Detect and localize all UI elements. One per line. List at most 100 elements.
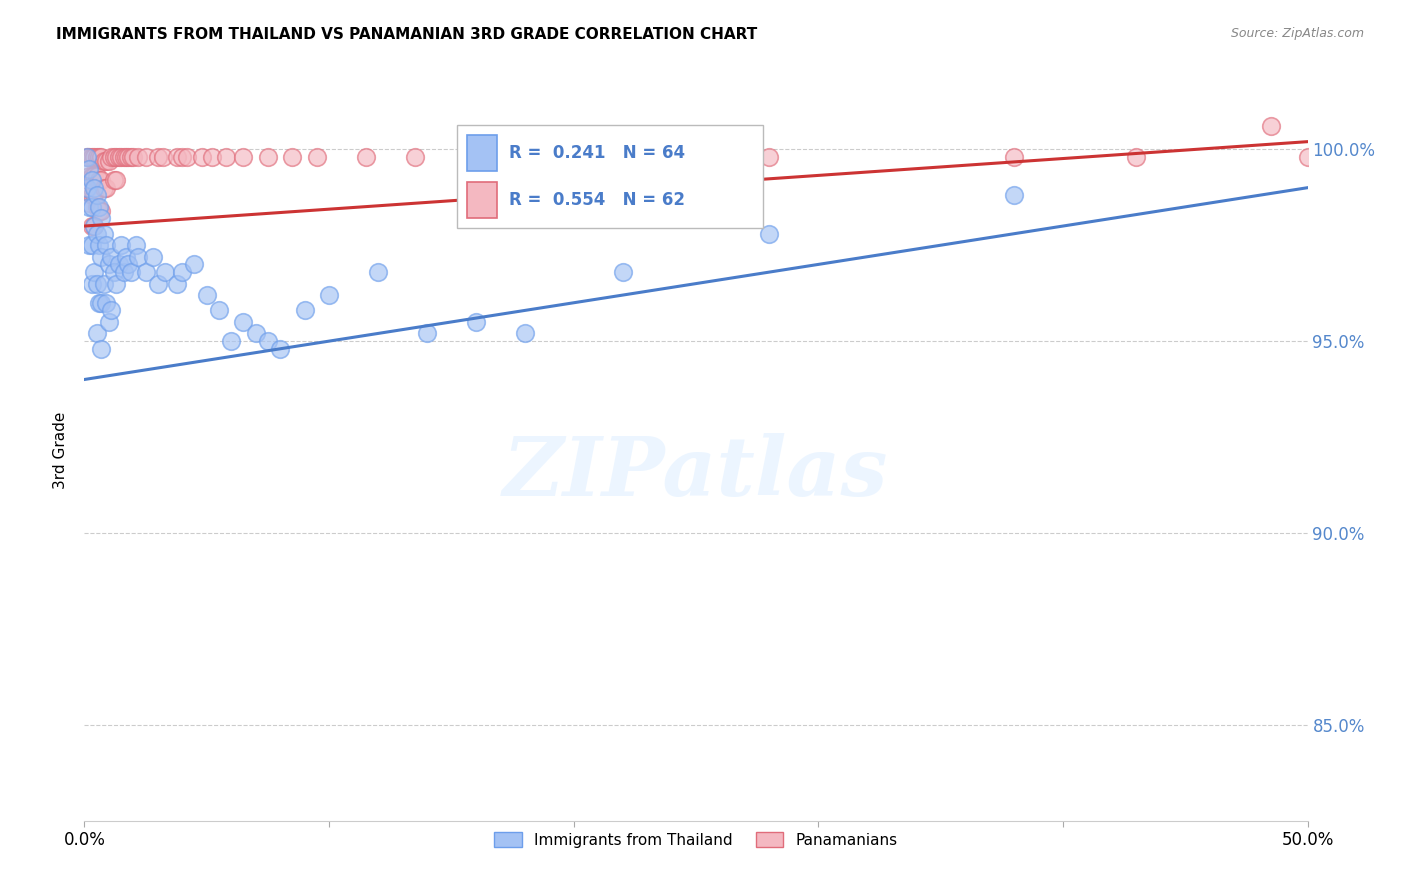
Point — [367, 265, 389, 279]
Point — [86, 227, 108, 241]
Point — [120, 150, 142, 164]
Point — [305, 150, 328, 164]
Point — [1260, 120, 1282, 134]
Point — [142, 250, 165, 264]
Point — [257, 334, 280, 348]
Point — [477, 150, 499, 164]
Point — [105, 150, 128, 164]
Point — [93, 153, 115, 168]
Point — [200, 150, 222, 164]
Point — [80, 150, 103, 164]
Point — [90, 173, 112, 187]
Point — [100, 250, 122, 264]
Point — [80, 238, 103, 252]
Point — [100, 303, 122, 318]
Point — [77, 169, 100, 184]
Point — [90, 150, 112, 164]
Point — [152, 150, 174, 164]
Point — [103, 150, 125, 164]
Point — [115, 150, 138, 164]
Point — [117, 150, 139, 164]
Point — [269, 342, 291, 356]
Point — [87, 295, 110, 310]
Point — [76, 173, 98, 187]
Point — [120, 265, 142, 279]
Point — [135, 265, 157, 279]
Point — [77, 161, 100, 176]
Point — [232, 315, 254, 329]
Point — [86, 188, 108, 202]
Point — [77, 196, 100, 211]
Point — [105, 173, 128, 187]
Point — [318, 288, 340, 302]
Point — [87, 200, 110, 214]
Point — [172, 150, 194, 164]
Point — [176, 150, 198, 164]
Point — [215, 150, 238, 164]
Point — [83, 169, 105, 184]
Point — [112, 265, 135, 279]
Point — [76, 150, 98, 164]
Point — [166, 150, 188, 164]
Point — [87, 203, 110, 218]
Point — [112, 150, 135, 164]
Point — [416, 326, 439, 341]
Point — [93, 180, 115, 194]
Point — [195, 288, 218, 302]
Point — [135, 150, 157, 164]
Point — [76, 150, 98, 164]
Point — [758, 227, 780, 241]
Point — [107, 150, 129, 164]
Point — [103, 265, 125, 279]
Y-axis label: 3rd Grade: 3rd Grade — [53, 412, 69, 489]
Point — [115, 250, 138, 264]
Point — [87, 150, 110, 164]
Point — [404, 150, 426, 164]
Point — [1125, 150, 1147, 164]
Point — [146, 150, 169, 164]
Point — [1002, 188, 1025, 202]
Point — [125, 238, 148, 252]
Point — [219, 334, 242, 348]
Point — [90, 203, 112, 218]
Point — [97, 257, 120, 271]
Point — [281, 150, 304, 164]
Point — [83, 219, 105, 233]
Point — [100, 150, 122, 164]
Point — [86, 150, 108, 164]
Point — [90, 342, 112, 356]
Text: IMMIGRANTS FROM THAILAND VS PANAMANIAN 3RD GRADE CORRELATION CHART: IMMIGRANTS FROM THAILAND VS PANAMANIAN 3… — [56, 27, 758, 42]
Point — [1002, 150, 1025, 164]
Point — [117, 257, 139, 271]
Point — [122, 150, 145, 164]
Point — [110, 238, 132, 252]
Point — [83, 180, 105, 194]
Point — [76, 180, 98, 194]
Point — [294, 303, 316, 318]
Point — [90, 295, 112, 310]
Point — [83, 188, 105, 202]
Text: Source: ZipAtlas.com: Source: ZipAtlas.com — [1230, 27, 1364, 40]
Point — [83, 265, 105, 279]
Point — [77, 150, 100, 164]
Point — [354, 150, 377, 164]
Point — [153, 265, 176, 279]
Point — [127, 250, 149, 264]
Point — [232, 150, 254, 164]
Point — [183, 257, 205, 271]
Point — [77, 238, 100, 252]
Point — [80, 277, 103, 291]
Point — [257, 150, 280, 164]
Point — [107, 257, 129, 271]
Point — [80, 188, 103, 202]
Point — [83, 219, 105, 233]
Point — [146, 277, 169, 291]
Point — [96, 153, 118, 168]
Point — [103, 173, 125, 187]
Point — [86, 326, 108, 341]
Point — [1296, 150, 1319, 164]
Point — [86, 169, 108, 184]
Point — [80, 169, 103, 184]
Point — [105, 277, 128, 291]
Point — [110, 150, 132, 164]
